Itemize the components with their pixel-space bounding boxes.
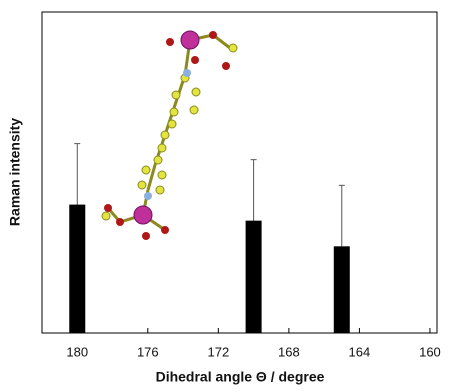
y-axis-title: Raman intensity (7, 118, 23, 226)
x-tick-label: 168 (278, 344, 300, 359)
bar (246, 221, 262, 333)
x-tick-label: 176 (137, 344, 159, 359)
molecule-inset (102, 31, 237, 240)
x-tick-label: 180 (66, 344, 88, 359)
bar (69, 205, 85, 333)
x-tick-label: 164 (349, 344, 371, 359)
x-axis-title: Dihedral angle Θ / degree (156, 369, 325, 385)
bar (334, 246, 350, 333)
chart: Dihedral angle Θ / degree Raman intensit… (0, 0, 452, 392)
x-tick-label: 160 (419, 344, 441, 359)
plot-frame (42, 12, 437, 333)
x-tick-label: 172 (207, 344, 229, 359)
